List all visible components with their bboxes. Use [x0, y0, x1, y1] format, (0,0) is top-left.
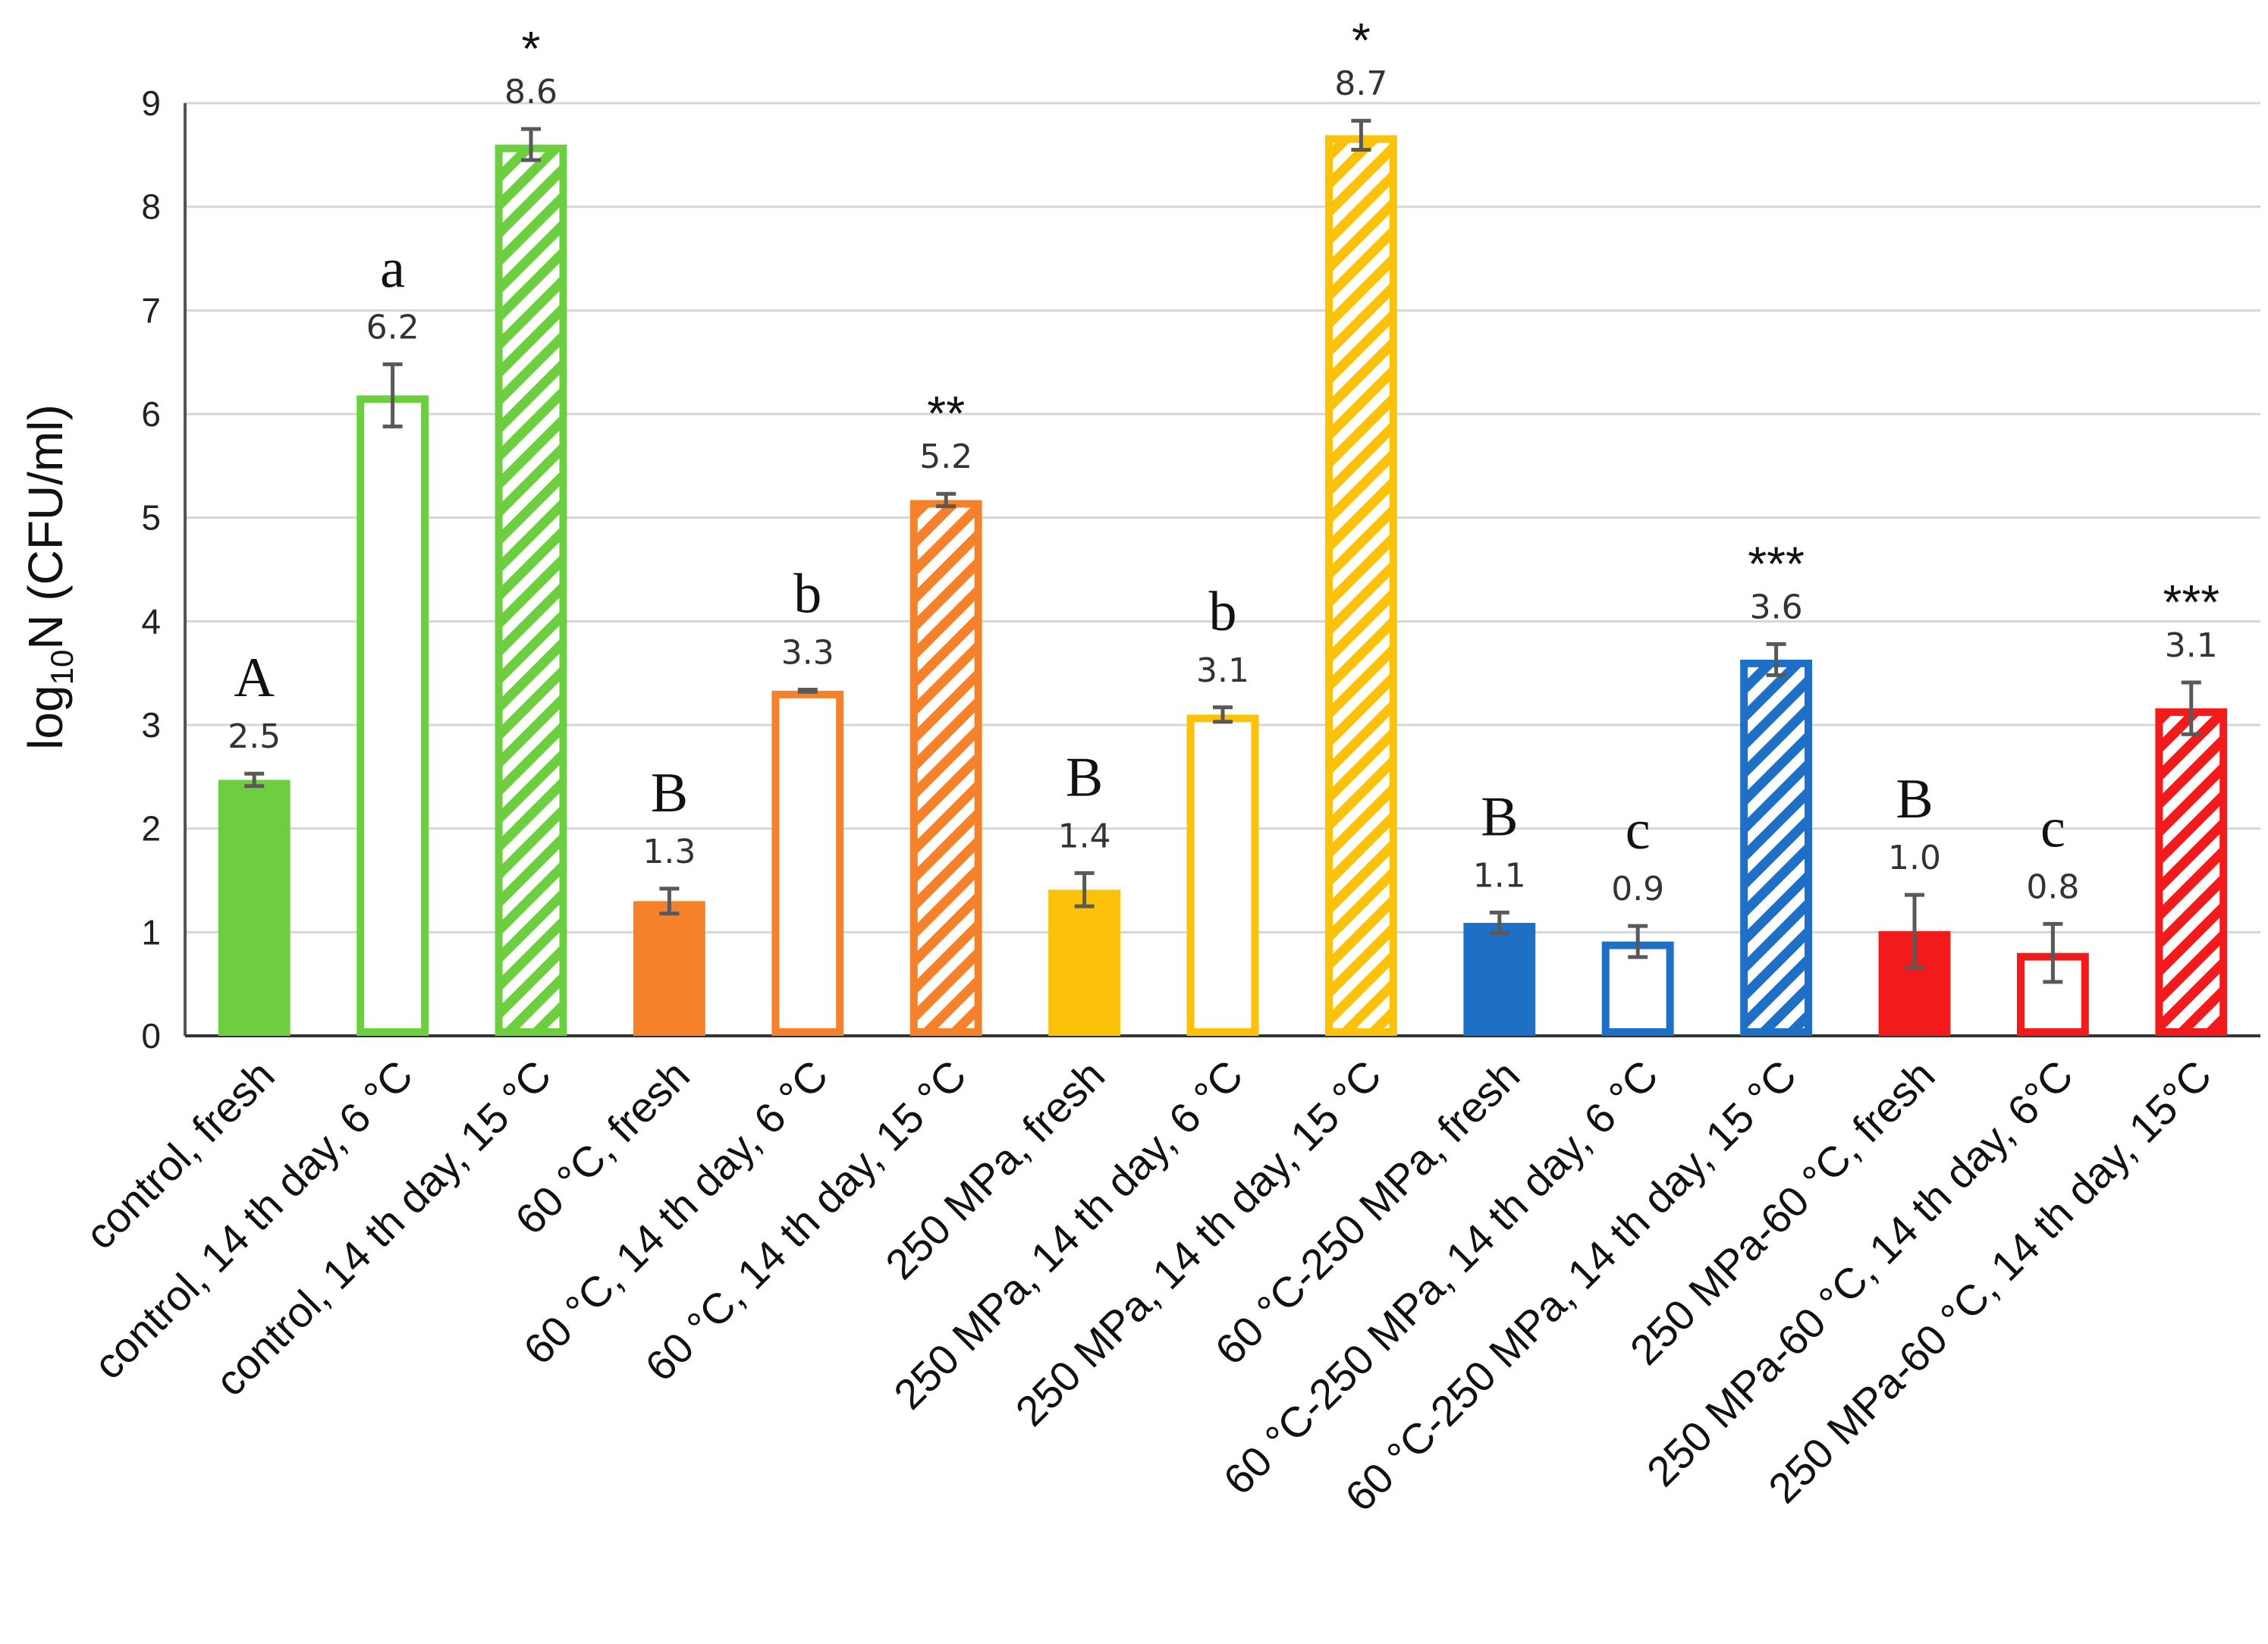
- value-label: 3.6: [1750, 588, 1803, 626]
- bar: [633, 901, 705, 1036]
- y-tick-label: 9: [141, 83, 161, 123]
- significance-letter: b: [1209, 581, 1237, 643]
- error-bar: [1489, 910, 1509, 936]
- significance-letter: a: [380, 237, 405, 300]
- error-bar: [1628, 924, 1648, 959]
- error-bar: [2181, 680, 2201, 736]
- y-tick-label: 8: [141, 187, 161, 227]
- error-bar: [1074, 871, 1095, 908]
- value-label: 2.5: [228, 717, 281, 756]
- y-tick-label: 4: [141, 601, 161, 641]
- significance-letter: B: [1481, 786, 1518, 848]
- bar: [1601, 941, 1674, 1036]
- significance-letter: B: [1896, 768, 1933, 830]
- value-label: 0.8: [2026, 867, 2079, 906]
- y-axis-title: log10N (CFU/ml): [18, 404, 80, 750]
- y-tick-label: 2: [141, 809, 161, 849]
- significance-letter: B: [1066, 746, 1103, 808]
- significance-stars: *: [1352, 13, 1371, 67]
- error-bar: [521, 127, 541, 162]
- value-label: 3.1: [2165, 626, 2218, 665]
- bar: [2155, 708, 2228, 1037]
- bar: [909, 500, 982, 1036]
- bar: [357, 395, 429, 1036]
- value-label: 1.4: [1058, 817, 1111, 855]
- error-bar: [936, 491, 957, 509]
- error-bar: [1766, 642, 1786, 677]
- bar: [771, 690, 844, 1037]
- y-tick-label: 5: [141, 498, 161, 538]
- bar: [218, 780, 291, 1036]
- error-bar: [244, 771, 265, 789]
- value-label: 3.3: [781, 634, 834, 673]
- bar: [1186, 714, 1259, 1036]
- y-tick-label: 6: [141, 394, 161, 434]
- y-axis-title-subscript: 10: [44, 650, 80, 686]
- significance-stars: ***: [1748, 536, 1805, 591]
- y-tick-label: 0: [141, 1016, 161, 1056]
- error-bar: [1213, 705, 1233, 724]
- error-bar: [1905, 893, 1924, 970]
- y-tick-label: 7: [141, 290, 161, 330]
- bar: [1324, 135, 1397, 1036]
- y-tick-label: 3: [141, 705, 161, 745]
- significance-letter: c: [1626, 799, 1651, 861]
- value-label: 1.3: [642, 833, 696, 871]
- significance-letter: b: [793, 563, 821, 626]
- value-label: 1.1: [1473, 856, 1526, 895]
- bar: [1463, 923, 1536, 1036]
- value-label: 8.7: [1334, 64, 1387, 103]
- value-label: 5.2: [919, 438, 972, 476]
- significance-stars: **: [927, 386, 965, 441]
- significance-letter: c: [2040, 797, 2065, 859]
- significance-stars: ***: [2163, 575, 2219, 629]
- bars: [218, 118, 2228, 1037]
- y-axis-title-suffix: N (CFU/ml): [18, 404, 73, 649]
- value-label: 6.2: [366, 308, 419, 347]
- significance-letter: B: [651, 762, 688, 824]
- value-label: 3.1: [1196, 651, 1249, 690]
- value-label: 8.6: [504, 73, 558, 111]
- bar: [495, 144, 567, 1037]
- value-label: 0.9: [1611, 870, 1664, 908]
- bar: [1740, 659, 1813, 1037]
- significance-stars: *: [522, 21, 541, 76]
- error-bar: [797, 688, 818, 694]
- y-tick-label: 1: [141, 912, 161, 952]
- bar: [1048, 889, 1121, 1036]
- error-bar: [2043, 921, 2063, 984]
- error-bar: [382, 362, 403, 428]
- significance-letter: A: [234, 647, 274, 709]
- y-axis-title-prefix: log: [18, 685, 73, 749]
- value-label: 1.0: [1888, 839, 1941, 877]
- error-bar: [659, 886, 680, 916]
- error-bar: [1351, 118, 1371, 152]
